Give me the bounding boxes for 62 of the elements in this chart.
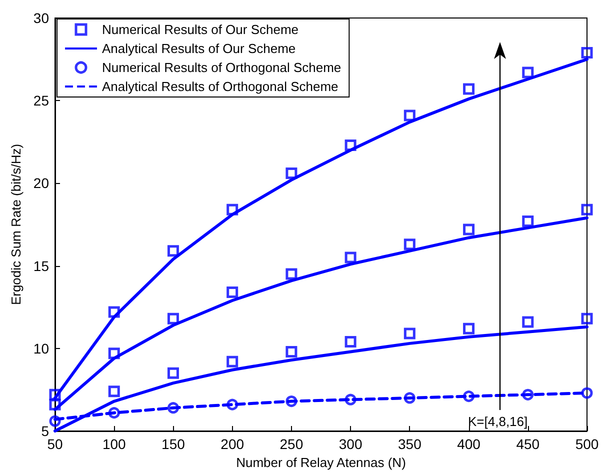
point [344,336,356,348]
point [49,415,61,427]
point [108,348,120,360]
point [226,356,238,368]
legend-label: Numerical Results of Our Scheme [102,22,299,37]
point [581,204,593,216]
x-axis-title: Number of Relay Atennas (N) [236,454,406,470]
y-tick-label: 20 [33,175,50,192]
point [286,268,298,280]
x-tick-label: 300 [338,436,362,452]
point [404,238,416,250]
x-tick-label: 400 [457,436,481,452]
point [463,224,475,236]
point [167,312,179,324]
point [49,388,61,400]
x-tick-label: 500 [575,436,599,452]
point [522,316,534,328]
point [226,204,238,216]
point [404,328,416,340]
point [344,139,356,151]
point [522,388,534,400]
point [49,398,61,410]
point [581,46,593,58]
point [167,245,179,257]
annotation: K=[4,8,16] [468,414,528,429]
x-tick-label: 150 [162,436,186,452]
point [286,396,298,408]
point [344,394,356,406]
point [581,387,593,399]
x-tick-label: 450 [516,436,540,452]
legend-label: Analytical Results of Orthogonal Scheme [102,79,338,94]
point [108,306,120,318]
point [463,390,475,402]
point [463,83,475,95]
point [108,386,120,398]
y-tick-label: 15 [33,258,50,274]
x-tick-label: 200 [220,436,244,452]
x-tick-label: 50 [47,436,63,452]
point [286,346,298,358]
x-tick-label: 350 [398,436,422,452]
point [404,110,416,122]
y-tick-label: 25 [33,92,50,109]
x-tick-label: 250 [280,436,304,452]
y-tick-label: 30 [33,10,50,26]
point [167,367,179,379]
y-axis-title: Ergodic Sum Rate (bit/s/Hz) [8,144,24,306]
point [226,398,238,410]
point [286,168,298,180]
point [581,312,593,324]
point [167,402,179,414]
point [108,407,120,419]
x-tick-label: 100 [102,436,126,452]
point [226,286,238,298]
point [344,252,356,264]
legend-label: Numerical Results of Orthogonal Scheme [102,60,342,75]
legend-label: Analytical Results of Our Scheme [102,41,296,56]
y-tick-label: 5 [41,423,50,439]
point [463,322,475,334]
y-tick-label: 10 [33,340,50,356]
point [404,392,416,404]
point [522,215,534,227]
point [522,66,534,78]
